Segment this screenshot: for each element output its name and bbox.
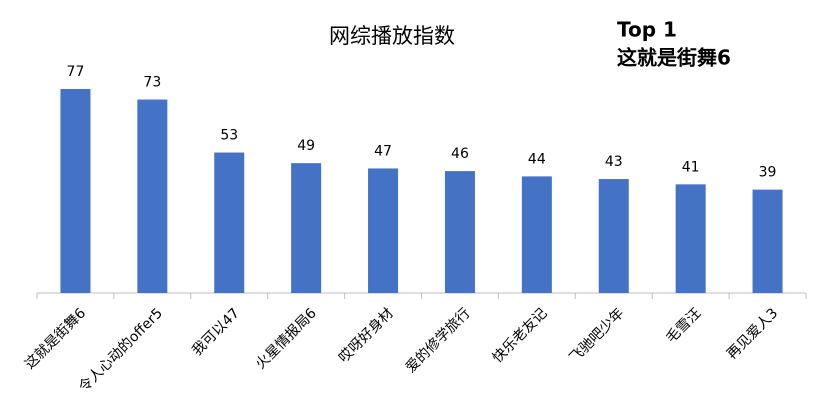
x-tick-label: 令人心动的offer5	[76, 305, 166, 395]
data-label: 46	[451, 146, 469, 162]
x-tick-label: 爱的修学旅行	[403, 305, 474, 376]
bar	[291, 163, 322, 293]
data-label: 44	[528, 151, 546, 167]
x-tick-label: 再见爱人3	[724, 305, 781, 362]
annotation: Top 1	[617, 18, 677, 42]
bar	[675, 184, 706, 293]
bar	[521, 176, 552, 293]
x-tick-label: 我可以47	[189, 305, 243, 359]
data-label: 49	[297, 138, 315, 154]
data-label: 41	[682, 159, 700, 175]
x-tick-label: 飞驰吧少年	[567, 305, 628, 366]
x-tick-label: 毛雪汪	[663, 305, 704, 346]
bar	[214, 152, 245, 293]
chart-title: 网综播放指数	[329, 24, 455, 48]
bar	[60, 88, 91, 293]
x-tick-label: 哎呀好身材	[336, 305, 397, 366]
data-label: 53	[220, 128, 238, 144]
x-tick-label: 快乐老友记	[490, 305, 551, 366]
data-label: 43	[605, 154, 623, 170]
data-label: 73	[143, 75, 161, 91]
annotation: 这就是街舞6	[617, 46, 731, 70]
x-tick-label: 这就是街舞6	[21, 305, 89, 373]
bar	[598, 179, 629, 293]
data-label: 77	[67, 64, 85, 80]
bar	[137, 99, 168, 293]
bar	[368, 168, 399, 293]
bar	[444, 171, 475, 293]
data-label: 47	[374, 143, 392, 159]
data-label: 39	[759, 165, 777, 181]
x-tick-label: 火星情报局6	[253, 305, 320, 372]
bar	[752, 189, 783, 293]
